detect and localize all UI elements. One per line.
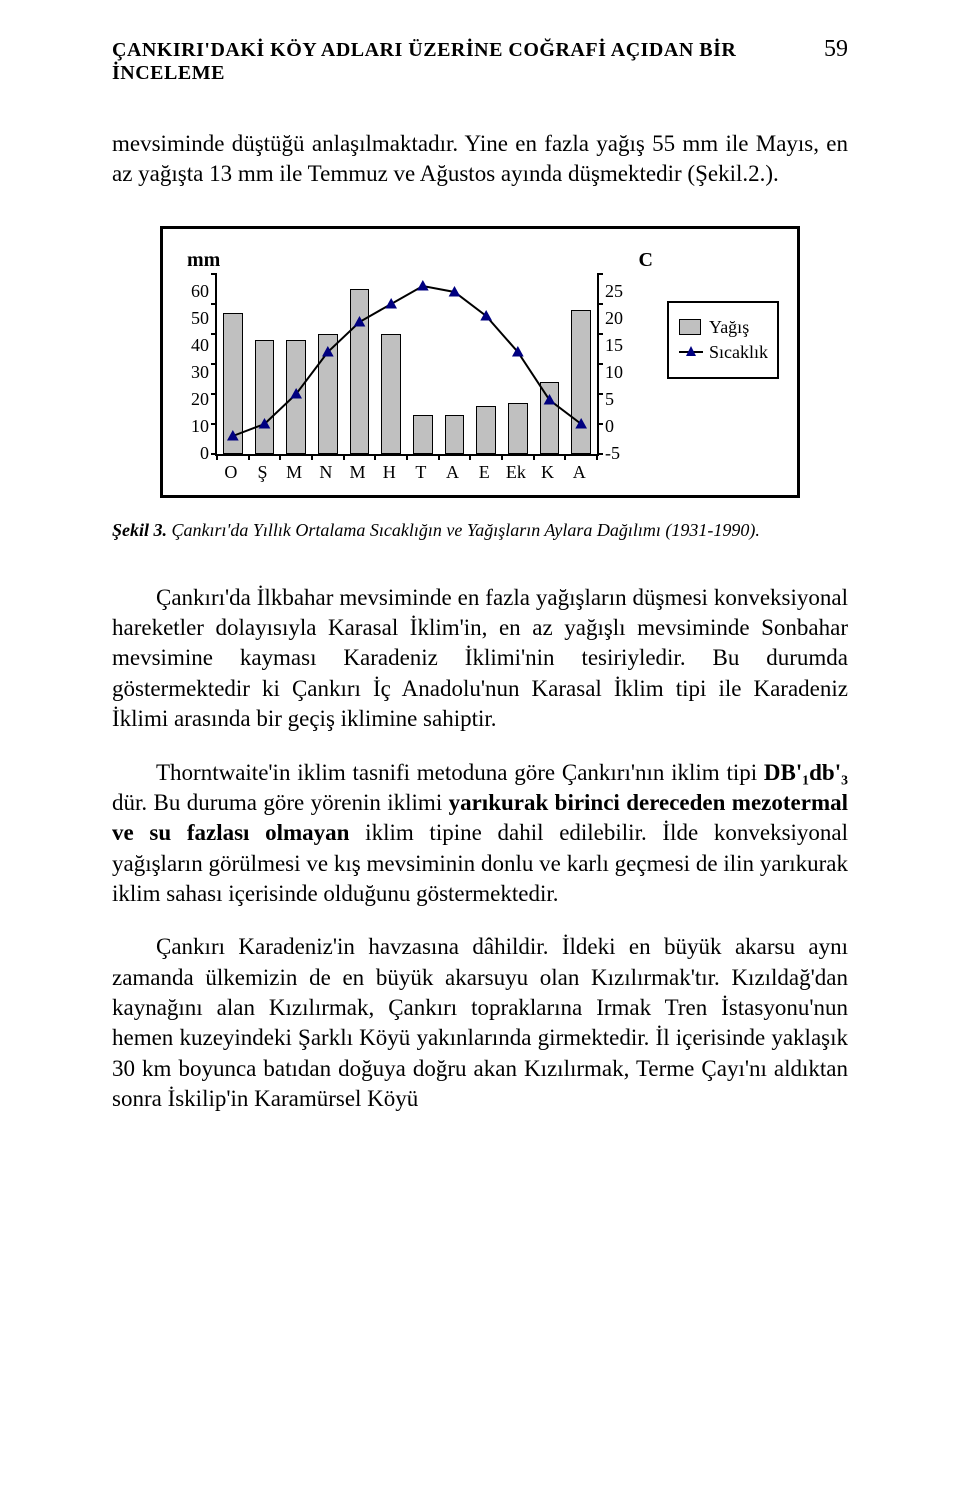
legend-bar-label: Yağış	[709, 317, 749, 338]
legend-bar-swatch	[679, 319, 701, 335]
y-right-tick: -5	[605, 444, 633, 462]
plot-wrap: 6050403020100 2520151050-5	[181, 274, 657, 456]
y-left-tick: 50	[181, 309, 209, 327]
climate-chart: mm C 6050403020100 2520151050-5 OŞMNMHTA…	[160, 226, 800, 498]
x-tick-label: E	[468, 462, 500, 483]
legend-line-label: Sıcaklık	[709, 342, 768, 363]
chart-plot-column: mm C 6050403020100 2520151050-5 OŞMNMHTA…	[181, 249, 657, 483]
y-left-tick: 20	[181, 390, 209, 408]
x-tick-label: M	[342, 462, 374, 483]
x-tick-label: A	[437, 462, 469, 483]
running-head: ÇANKIRI'DAKİ KÖY ADLARI ÜZERİNE COĞRAFİ …	[112, 36, 848, 85]
paragraph-2: Thorntwaite'in iklim tasnifi metoduna gö…	[112, 758, 848, 910]
axis-titles: mm C	[181, 249, 657, 274]
y-right-tick: 25	[605, 282, 633, 300]
y-left-title: mm	[187, 249, 220, 272]
x-tick-label: N	[310, 462, 342, 483]
x-tick-label: K	[532, 462, 564, 483]
legend-line: Sıcaklık	[679, 342, 767, 363]
y-left-tick: 10	[181, 417, 209, 435]
paragraph-1: Çankırı'da İlkbahar mevsiminde en fazla …	[112, 583, 848, 735]
y-right-tick: 5	[605, 390, 633, 408]
page: ÇANKIRI'DAKİ KÖY ADLARI ÜZERİNE COĞRAFİ …	[0, 0, 960, 1510]
y-left-tick: 60	[181, 282, 209, 300]
x-tick-label: Ş	[247, 462, 279, 483]
y-right-tick: 20	[605, 309, 633, 327]
y-left-tick: 0	[181, 444, 209, 462]
p2-bold1: DB'₁db'₃	[764, 760, 848, 785]
y-right-title: C	[639, 249, 653, 272]
figure-caption: Şekil 3. Çankırı'da Yıllık Ortalama Sıca…	[112, 520, 848, 541]
caption-text: Çankırı'da Yıllık Ortalama Sıcaklığın ve…	[172, 520, 760, 540]
x-tick-label: Ek	[500, 462, 532, 483]
x-tick-label: A	[563, 462, 595, 483]
paragraph-3: Çankırı Karadeniz'in havzasına dâhildir.…	[112, 932, 848, 1114]
legend-line-swatch	[679, 345, 703, 359]
x-tick-label: H	[373, 462, 405, 483]
legend: Yağış Sıcaklık	[667, 301, 779, 379]
p2-a: Thorntwaite'in iklim tasnifi metoduna gö…	[156, 760, 764, 785]
x-tick-label: O	[215, 462, 247, 483]
page-number: 59	[824, 36, 848, 63]
y-right-tick: 10	[605, 363, 633, 381]
caption-label: Şekil 3.	[112, 520, 167, 540]
line-layer	[217, 274, 597, 454]
running-title: ÇANKIRI'DAKİ KÖY ADLARI ÜZERİNE COĞRAFİ …	[112, 39, 824, 85]
plot-area	[215, 274, 599, 456]
intro-paragraph: mevsiminde düştüğü anlaşılmaktadır. Yine…	[112, 129, 848, 190]
x-tick-label: T	[405, 462, 437, 483]
legend-bar: Yağış	[679, 317, 767, 338]
y-axis-left: 6050403020100	[181, 274, 215, 454]
y-left-tick: 40	[181, 336, 209, 354]
y-left-tick: 30	[181, 363, 209, 381]
x-axis: OŞMNMHTAEEkKA	[215, 456, 595, 483]
p2-b: dür. Bu duruma göre yörenin iklimi	[112, 790, 449, 815]
y-axis-right: 2520151050-5	[599, 274, 633, 454]
y-right-tick: 0	[605, 417, 633, 435]
y-right-tick: 15	[605, 336, 633, 354]
x-tick-label: M	[278, 462, 310, 483]
